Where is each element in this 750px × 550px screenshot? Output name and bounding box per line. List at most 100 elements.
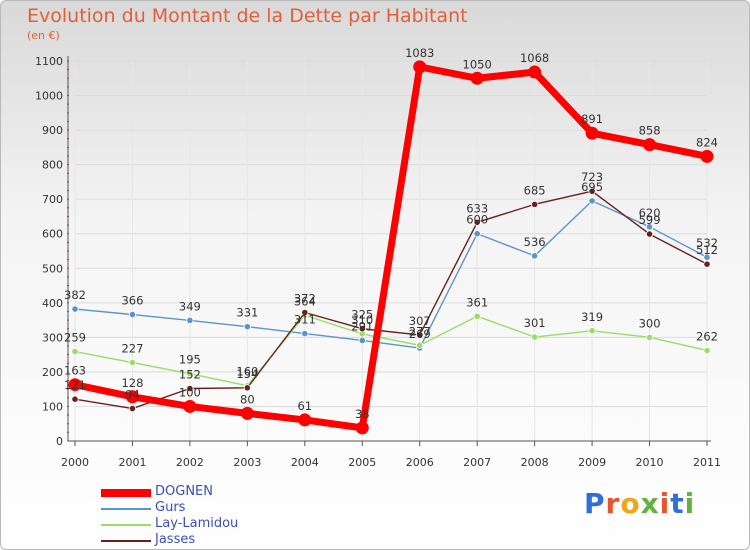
y-tick-label: 700 [42,193,63,206]
data-label: 532 [696,236,718,250]
data-point [588,197,596,205]
data-label: 311 [294,313,316,327]
logo-letter: t [670,487,685,520]
chart-subtitle: (en €) [27,29,60,42]
data-point [71,395,79,403]
y-tick-label: 1100 [35,55,63,68]
data-label: 277 [409,324,431,338]
chart-title: Evolution du Montant de la Dette par Hab… [27,5,468,27]
legend-swatch [101,489,151,497]
y-tick-label: 200 [42,366,63,379]
data-label: 620 [639,206,661,220]
data-point [301,329,309,338]
data-label: 195 [179,353,201,367]
data-point [71,305,79,313]
data-label: 262 [696,329,718,343]
y-tick-label: 300 [42,331,63,344]
x-tick-label: 2008 [521,456,549,469]
data-point [531,200,539,208]
data-point [243,323,251,331]
data-point [186,316,194,325]
y-tick-label: 600 [42,228,63,241]
logo-letter: i [659,487,671,520]
data-point [645,333,654,341]
data-label: 382 [64,288,86,302]
data-label: 536 [524,235,546,249]
data-label: 349 [179,299,201,313]
logo-letter: r [605,487,621,520]
logo-letter: o [620,487,641,520]
data-label: 1083 [405,46,434,60]
x-tick-label: 2004 [291,456,319,469]
data-point [531,333,539,341]
data-point [473,230,481,238]
data-point [528,65,542,79]
data-point [243,384,251,392]
y-tick-label: 1000 [35,90,63,103]
legend-label: Gurs [155,500,186,515]
y-tick-label: 0 [56,435,63,448]
x-tick-label: 2011 [693,456,721,469]
data-label: 163 [64,364,86,378]
data-point [125,390,139,404]
data-point [703,260,711,268]
y-tick-label: 400 [42,297,63,310]
data-label: 259 [64,331,86,345]
data-label: 160 [236,365,258,379]
data-label: 361 [466,295,488,309]
series-line-jasses [74,190,708,410]
data-label: 61 [297,399,312,413]
data-point [416,331,424,339]
data-label: 301 [524,316,546,330]
series-line-gurs [74,200,708,349]
data-point [186,370,194,378]
data-label: 366 [121,294,143,308]
data-point [413,60,427,74]
data-point [645,230,654,238]
data-label: 1050 [463,57,492,71]
data-label: 364 [294,294,316,308]
data-label: 600 [466,213,488,227]
y-tick-label: 100 [42,400,63,413]
data-label: 723 [581,170,603,184]
data-point [703,346,711,355]
proxiti-logo: Proxiti [584,487,695,520]
data-label: 300 [639,316,661,330]
data-point [298,413,312,427]
data-label: 685 [524,183,546,197]
data-label: 599 [639,213,661,227]
data-label: 891 [581,112,603,126]
data-point [643,138,657,152]
data-point [128,310,137,319]
data-point [473,312,481,320]
data-point [355,421,369,435]
x-tick-label: 2005 [348,456,376,469]
legend-label: Lay-Lamidou [155,516,239,531]
data-label: 824 [696,135,718,149]
data-point [585,126,599,140]
data-point [470,71,484,85]
data-label: 325 [351,308,373,322]
data-point [700,149,714,163]
data-point [703,253,711,261]
data-label: 100 [179,385,201,399]
data-label: 80 [240,392,255,406]
data-label: 695 [581,180,603,194]
series-line-lay-lamidou [74,314,708,387]
x-tick-label: 2006 [406,456,434,469]
x-tick-label: 2007 [463,456,491,469]
y-tick-label: 900 [42,124,63,137]
data-point [473,218,481,226]
data-label: 310 [351,313,373,327]
x-tick-label: 2010 [636,456,664,469]
data-point [240,406,254,420]
data-point [301,308,309,317]
legend-swatch [101,524,151,526]
data-point [588,187,596,195]
data-label: 227 [121,342,143,356]
data-point [183,399,197,413]
data-point [416,341,424,349]
data-point [71,347,79,356]
data-label: 291 [351,319,373,333]
